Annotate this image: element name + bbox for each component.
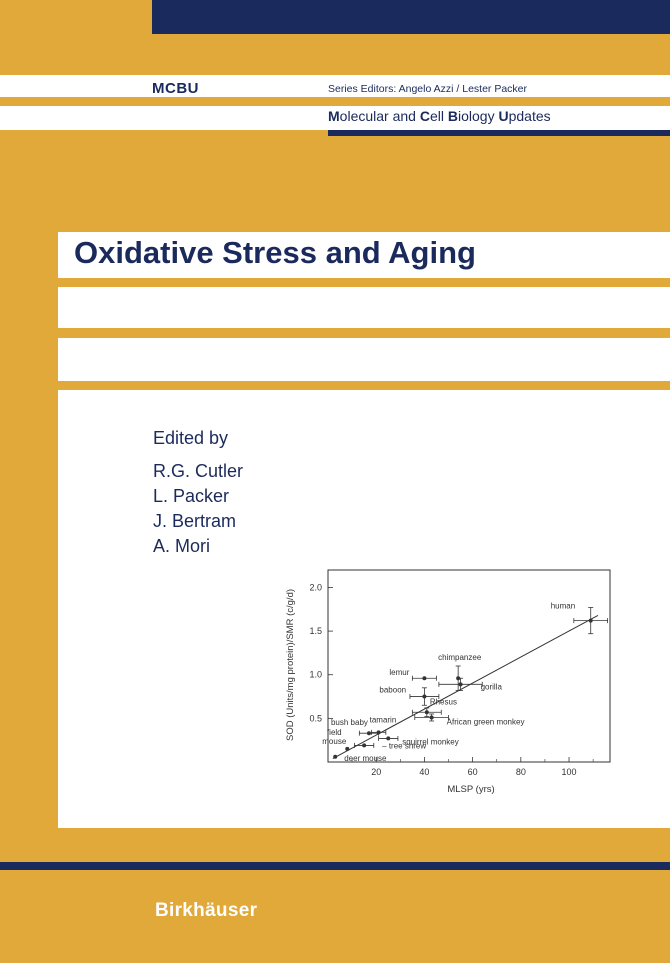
data-point xyxy=(333,754,338,759)
point-label: bush baby xyxy=(331,718,368,727)
y-axis-label: SOD (Units/mg protein)/SMR (c/g/d) xyxy=(285,589,296,741)
point-label: baboon xyxy=(379,686,406,695)
series-abbreviation: MCBU xyxy=(152,80,199,97)
series-title-letter: B xyxy=(447,108,458,124)
series-title-letter: C xyxy=(419,108,430,124)
point-label: gorilla xyxy=(481,682,503,691)
series-editors: Series Editors: Angelo Azzi / Lester Pac… xyxy=(328,83,528,95)
data-point xyxy=(366,731,371,736)
point-label: deer mouse xyxy=(344,754,387,763)
data-point xyxy=(422,694,427,699)
y-tick-label: 1.5 xyxy=(309,626,322,636)
bottom-navy-bar xyxy=(0,862,670,870)
y-tick-label: 0.5 xyxy=(309,713,322,723)
subtitle-band xyxy=(58,338,670,381)
data-point xyxy=(588,618,593,623)
regression-line xyxy=(332,614,599,759)
point-label: field xyxy=(327,728,342,737)
data-point xyxy=(429,715,434,720)
plot-frame xyxy=(327,569,611,763)
point-label: mouse xyxy=(322,737,347,746)
x-tick-label: 40 xyxy=(419,767,429,777)
x-tick-label: 80 xyxy=(516,767,526,777)
series-title-text: iology xyxy=(458,108,499,124)
editors-panel xyxy=(58,390,670,828)
point-label: human xyxy=(551,602,575,611)
data-point xyxy=(345,746,350,751)
x-tick-label: 20 xyxy=(371,767,381,777)
point-label: tamarin xyxy=(370,715,397,724)
y-tick-label: 1.0 xyxy=(309,670,322,680)
editor-name: J. Bertram xyxy=(153,511,237,531)
series-band xyxy=(0,75,670,97)
point-label: African green monkey xyxy=(447,717,525,726)
editor-name: L. Packer xyxy=(153,486,230,506)
series-underline xyxy=(328,130,670,136)
series-title-text: olecular and xyxy=(339,108,420,124)
sod-mlsp-chart: 20 40 60 80 100 0.5 1.0 1.5 2.0 human chimpanzee go… xyxy=(285,569,611,795)
point-label: lemur xyxy=(389,668,409,677)
point-label: squirrel monkey xyxy=(402,737,458,746)
series-title-band xyxy=(0,106,670,130)
subtitle-band xyxy=(58,287,670,328)
data-point xyxy=(424,710,429,715)
data-point xyxy=(386,736,391,741)
y-tick-label: 2.0 xyxy=(309,582,322,592)
x-tick-label: 60 xyxy=(468,767,478,777)
publisher-name: Birkhäuser xyxy=(155,900,258,921)
series-title: Molecular and Cell Biology Updates xyxy=(328,108,551,124)
data-point xyxy=(362,743,367,748)
series-title-text: pdates xyxy=(508,108,551,124)
point-label: Rhesus xyxy=(430,697,457,706)
data-point xyxy=(422,676,427,681)
series-title-text: ell xyxy=(429,108,448,124)
x-tick-label: 100 xyxy=(562,767,577,777)
point-label: – tree shrew xyxy=(382,741,426,750)
editor-name: A. Mori xyxy=(153,536,211,556)
data-point xyxy=(458,682,463,687)
x-axis-label: MLSP (yrs) xyxy=(447,784,494,795)
top-navy-bar xyxy=(152,0,670,34)
series-title-letter: U xyxy=(498,108,509,124)
editor-name: R.G. Cutler xyxy=(153,461,244,481)
edited-by-label: Edited by xyxy=(153,428,229,448)
title-band xyxy=(58,232,670,278)
series-title-letter: M xyxy=(328,108,340,124)
point-label: chimpanzee xyxy=(438,653,482,662)
book-title: Oxidative Stress and Aging xyxy=(74,235,476,270)
